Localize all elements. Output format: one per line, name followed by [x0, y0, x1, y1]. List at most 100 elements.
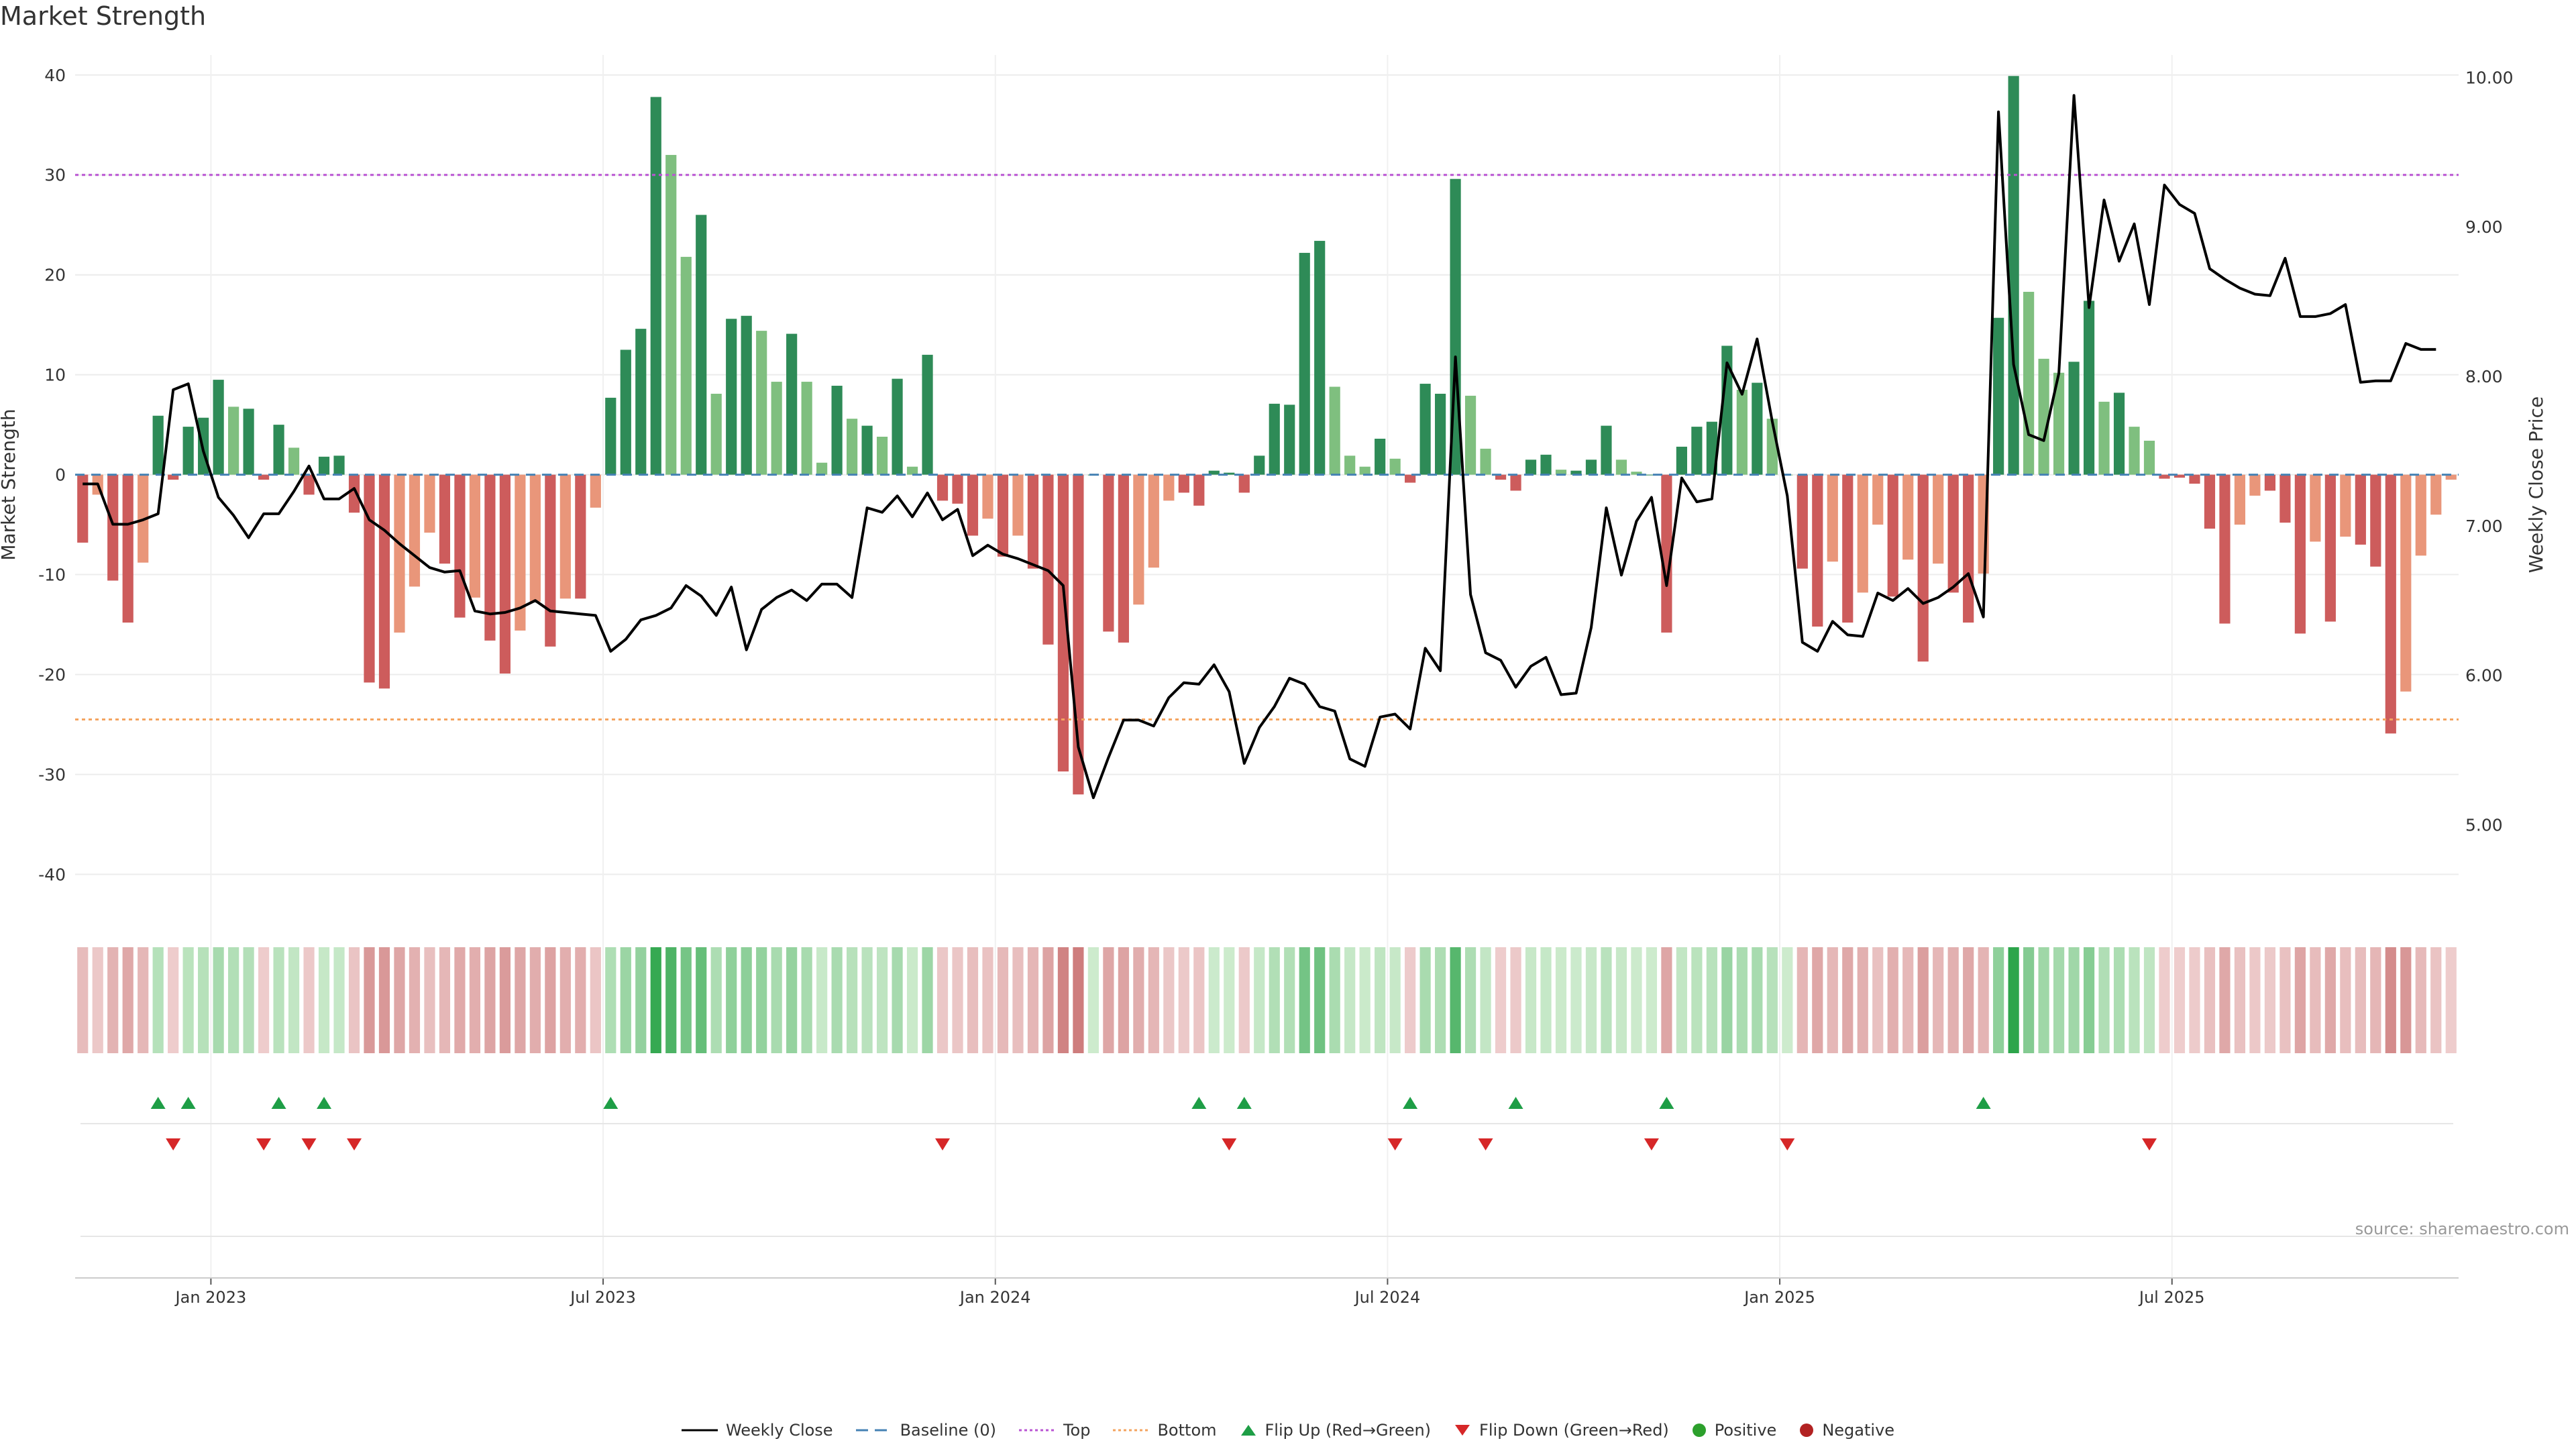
heat-strip-cell	[1073, 947, 1084, 1053]
heat-strip-cell	[1344, 947, 1356, 1053]
strength-bar	[439, 474, 451, 564]
heat-strip-cell	[182, 947, 194, 1053]
heat-strip-cell	[936, 947, 949, 1053]
y-axis-label-left: Market Strength	[0, 409, 19, 560]
heat-strip-cell	[967, 947, 979, 1053]
heat-strip-cell	[1993, 947, 2004, 1053]
heat-strip-cell	[1254, 947, 1265, 1053]
strength-bar	[1254, 455, 1265, 475]
strength-bar	[273, 425, 284, 475]
heat-strip-cell	[378, 947, 390, 1053]
strength-bar	[2113, 392, 2125, 475]
strength-bar	[1857, 474, 1868, 593]
strength-bar	[2324, 474, 2336, 622]
heat-strip-cell	[1766, 947, 1778, 1053]
strength-bar	[1405, 474, 1416, 483]
strength-bar	[1027, 474, 1039, 569]
strength-bar	[997, 474, 1009, 557]
strength-bar	[2098, 401, 2110, 475]
y-tick-label-right: 7.00	[2465, 517, 2503, 536]
heat-strip-cell	[1827, 947, 1838, 1053]
heat-strip-cell	[2264, 947, 2276, 1053]
heat-strip-cell	[1495, 947, 1507, 1053]
heat-strip-cell	[107, 947, 119, 1053]
strength-bar	[590, 474, 601, 508]
strength-bar	[831, 386, 843, 475]
strength-bar	[182, 427, 194, 475]
flip-up-marker	[1976, 1097, 1991, 1109]
legend-item-negative: Negative	[1799, 1421, 1894, 1440]
heat-strip-cell	[2249, 947, 2261, 1053]
heat-strip-cell	[1933, 947, 1944, 1053]
strength-bar	[228, 407, 239, 475]
heat-strip-cell	[318, 947, 330, 1053]
legend-item-weekly-close: Weekly Close	[681, 1421, 833, 1440]
strength-bar	[2023, 292, 2035, 475]
y-tick-label-right: 5.00	[2465, 815, 2503, 835]
flip-down-marker	[301, 1138, 317, 1150]
y-tick-label-left: 40	[44, 66, 66, 85]
heat-strip-cell	[394, 947, 405, 1053]
strength-bar	[1706, 421, 1717, 475]
y-tick-label-right: 8.00	[2465, 367, 2503, 386]
heat-strip-cell	[1796, 947, 1808, 1053]
heat-strip-cell	[1057, 947, 1069, 1053]
heat-strip-cell	[484, 947, 496, 1053]
strength-bar	[906, 466, 918, 475]
heat-strip-cell	[198, 947, 209, 1053]
heat-strip-cell	[2038, 947, 2049, 1053]
strength-bar	[922, 354, 933, 475]
heat-strip-cell	[1133, 947, 1144, 1053]
heat-strip-cell	[892, 947, 903, 1053]
heat-strip-cell	[1615, 947, 1627, 1053]
heat-strip-cell	[545, 947, 556, 1053]
flip-up-marker	[1403, 1097, 1418, 1109]
heat-strip-cell	[2294, 947, 2306, 1053]
heat-strip-cell	[861, 947, 873, 1053]
flip-down-marker	[1222, 1138, 1237, 1150]
heat-strip-cell	[1585, 947, 1597, 1053]
strength-bar	[620, 350, 631, 475]
heat-strip-cell	[1193, 947, 1205, 1053]
heat-strip-cell	[1631, 947, 1642, 1053]
strength-bar	[2068, 362, 2080, 475]
flip-down-marker	[347, 1138, 362, 1150]
strength-bar	[2053, 372, 2065, 475]
heat-strip-cell	[1118, 947, 1129, 1053]
heat-strip-cell	[1540, 947, 1552, 1053]
heat-strip-cell	[1208, 947, 1220, 1053]
strength-bar	[1480, 448, 1491, 475]
heat-strip-cell	[1012, 947, 1024, 1053]
heat-strip-cell	[1405, 947, 1416, 1053]
strength-bar	[1676, 446, 1687, 475]
heat-strip-cell	[605, 947, 616, 1053]
heat-strip-cell	[2143, 947, 2155, 1053]
strength-bar	[1329, 386, 1340, 475]
strength-bar	[2038, 358, 2049, 475]
heat-strip-cell	[303, 947, 315, 1053]
heat-strip-cell	[1464, 947, 1477, 1053]
heat-strip-cell	[1752, 947, 1763, 1053]
strength-bar	[1812, 474, 1823, 627]
heat-strip-cell	[665, 947, 677, 1053]
strength-bar	[2264, 474, 2276, 491]
strength-bar	[1615, 460, 1627, 475]
heat-strip-cell	[424, 947, 435, 1053]
strength-bar	[1510, 474, 1521, 491]
flip-up-marker	[1659, 1097, 1674, 1109]
heat-strip-cell	[1163, 947, 1175, 1053]
legend-item-flip-down: Flip Down (Green→Red)	[1454, 1421, 1669, 1440]
heat-strip-cell	[952, 947, 963, 1053]
legend-label-flip-down: Flip Down (Green→Red)	[1479, 1421, 1669, 1440]
strength-bar	[409, 474, 421, 587]
x-tick-label: Jan 2024	[959, 1288, 1031, 1307]
strength-bar	[2310, 474, 2321, 542]
y-tick-label-left: 20	[44, 266, 66, 285]
heat-strip-cell	[1375, 947, 1386, 1053]
heat-strip-cell	[1676, 947, 1687, 1053]
strength-bar	[816, 462, 828, 475]
heat-strip-cell	[1027, 947, 1039, 1053]
heat-strip-cell	[228, 947, 239, 1053]
strength-bar	[1495, 474, 1507, 480]
heat-strip-cell	[258, 947, 270, 1053]
